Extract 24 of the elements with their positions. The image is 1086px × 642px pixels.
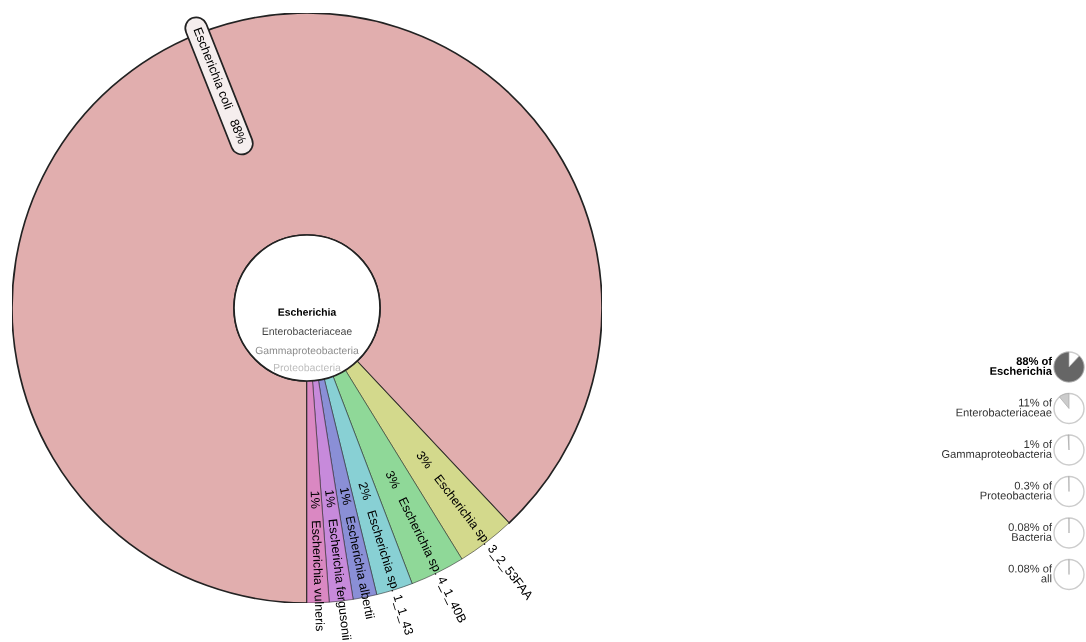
category-label: Bacteria: [1012, 532, 1052, 541]
category-label: Escherichia: [990, 366, 1053, 375]
category-label: Gammaproteobacteria: [942, 449, 1053, 461]
category-label: Proteobacteria: [980, 491, 1052, 500]
text: Gammaproteobacteria: [255, 346, 359, 357]
text: Proteobacteria: [273, 363, 341, 372]
data-label: 3%: [415, 450, 434, 470]
data-label: 88% of: [1016, 356, 1053, 366]
data-label: 1% of: [1024, 439, 1053, 449]
data-label: 88%: [229, 118, 247, 145]
data-label: 1%: [325, 489, 336, 508]
text: Enterobacteriaceae: [262, 327, 352, 335]
category-label: Enterobacteriaceae: [956, 408, 1052, 417]
data-label: 0.08% of: [1008, 522, 1053, 532]
slice-label: Escherichia vulneris: [311, 521, 325, 631]
text: Escherichia: [278, 308, 337, 316]
data-label: 3%: [385, 469, 401, 490]
data-label: 1%: [339, 487, 352, 506]
data-label: 1%: [310, 491, 320, 509]
data-label: 2%: [358, 481, 372, 501]
category-label: all: [1041, 574, 1052, 583]
data-label: 0.08% of: [1008, 564, 1053, 573]
data-label: 11% of: [1019, 398, 1053, 407]
data-label: 0.3% of: [1014, 481, 1053, 490]
